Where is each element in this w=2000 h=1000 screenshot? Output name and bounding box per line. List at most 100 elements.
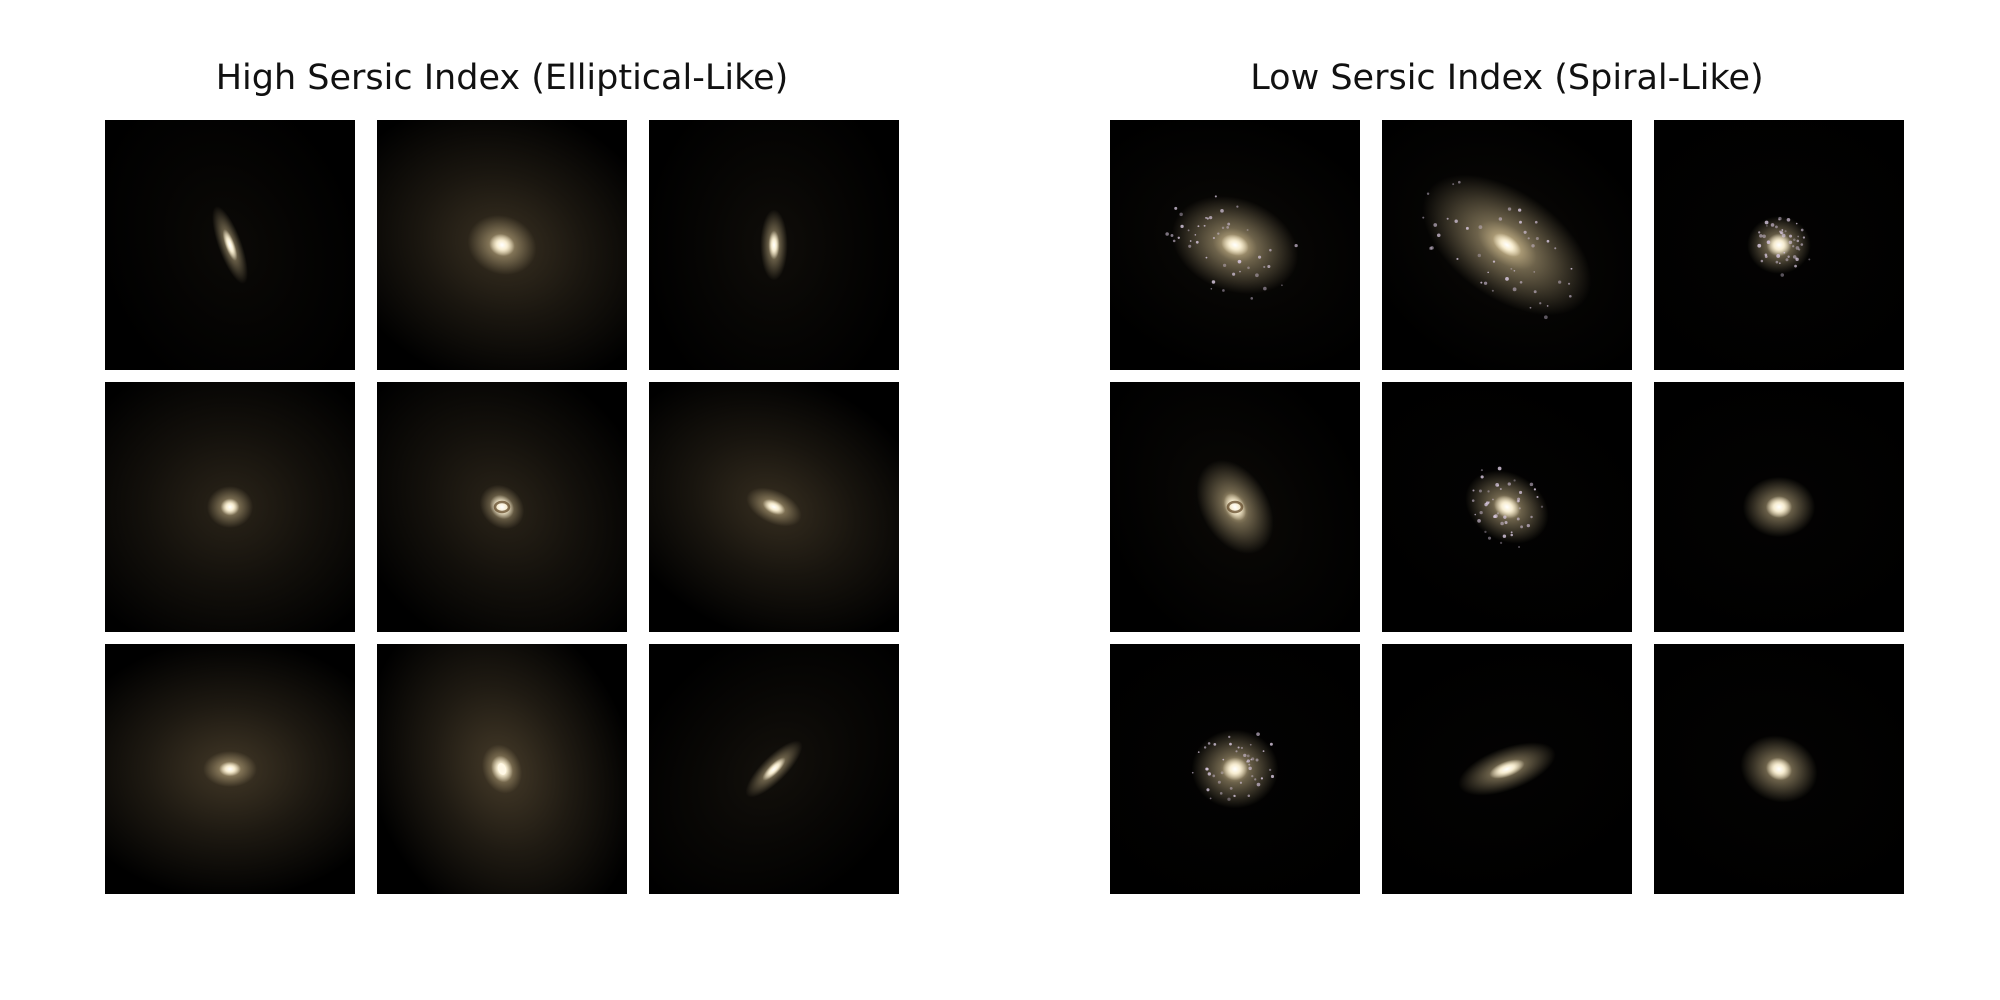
star-clump [1250, 758, 1253, 761]
star-clump [1808, 258, 1811, 261]
star-clump [1784, 230, 1787, 233]
star-clump [1536, 495, 1539, 499]
star-clump [1781, 233, 1786, 238]
elliptical-galaxy-image [649, 382, 899, 632]
star-clump [1203, 224, 1206, 227]
star-clump [1776, 254, 1781, 258]
star-clump [1217, 232, 1220, 235]
star-clump [1480, 281, 1483, 284]
star-clump [1800, 243, 1804, 246]
galaxy-core [1222, 757, 1248, 781]
star-clump [1227, 222, 1231, 226]
star-clump [1518, 546, 1520, 548]
star-clump [1433, 223, 1438, 227]
star-clump [1529, 482, 1534, 487]
star-clump [1203, 746, 1207, 749]
spiral-galaxy-image [1110, 644, 1360, 894]
star-clump [1221, 226, 1225, 230]
star-clump [1222, 289, 1225, 292]
star-clump [1236, 205, 1239, 208]
star-clump [1788, 240, 1793, 245]
galaxy-render [377, 644, 627, 894]
star-clump [1232, 272, 1236, 276]
star-clump [1246, 754, 1250, 758]
star-clump [1498, 217, 1503, 221]
galaxy-core [1494, 495, 1520, 519]
star-clump [1544, 315, 1548, 320]
galaxy-core [1766, 233, 1792, 257]
star-clump [1197, 751, 1200, 754]
spiral-galaxy-image [1382, 644, 1632, 894]
galaxy-render [377, 382, 627, 632]
star-clump [1526, 524, 1530, 528]
star-clump [1246, 229, 1249, 231]
star-clump [1474, 513, 1477, 516]
star-clump [1268, 768, 1272, 772]
spiral-galaxy-image [1110, 120, 1360, 370]
star-clump [1270, 774, 1275, 779]
star-clump [1497, 466, 1502, 471]
star-clump [1211, 280, 1216, 284]
star-clump [1458, 180, 1461, 184]
star-clump [1796, 239, 1800, 243]
star-clump [1233, 794, 1237, 798]
star-clump [1446, 217, 1449, 220]
star-clump [1477, 253, 1481, 258]
star-clump [1529, 306, 1532, 309]
star-clump [1780, 231, 1784, 235]
star-clump [1554, 247, 1557, 250]
star-clump [1237, 259, 1242, 264]
galaxy-ring [1226, 500, 1244, 514]
star-clump [1766, 240, 1771, 244]
elliptical-galaxy-image [377, 382, 627, 632]
star-clump [1794, 264, 1797, 268]
star-clump [1516, 517, 1520, 521]
star-clump [1787, 255, 1790, 258]
galaxy-render [1654, 644, 1904, 894]
galaxy-ring [493, 500, 511, 514]
star-clump [1546, 239, 1550, 243]
star-clump [1188, 244, 1192, 248]
galaxy-core [1492, 233, 1522, 257]
star-clump [1172, 239, 1176, 243]
star-clump [1762, 234, 1766, 239]
star-clump [1520, 525, 1523, 529]
galaxy-render [649, 382, 899, 632]
star-clump [1256, 782, 1261, 787]
elliptical-galaxy-image [105, 382, 355, 632]
galaxy-render [1654, 120, 1904, 370]
star-clump [1219, 792, 1223, 795]
star-clump [1209, 797, 1212, 800]
star-clump [1795, 257, 1799, 262]
star-clump [1533, 271, 1536, 273]
star-clump [1519, 280, 1523, 284]
star-clump [1436, 233, 1441, 238]
star-clump [1248, 766, 1252, 771]
star-clump [1426, 192, 1430, 195]
star-clump [1247, 266, 1250, 270]
star-clump [1484, 502, 1488, 507]
galaxy-render [1382, 644, 1632, 894]
star-clump [1495, 483, 1500, 487]
star-clump [1220, 209, 1224, 213]
star-clump [1239, 781, 1243, 784]
star-clump [1212, 236, 1216, 240]
star-clump [1487, 271, 1489, 274]
star-clump [1263, 265, 1266, 269]
star-clump [1456, 257, 1459, 261]
elliptical-galaxy-image [649, 644, 899, 894]
star-clump [1783, 251, 1786, 254]
galaxy-render [1110, 382, 1360, 632]
galaxy-render [1382, 120, 1632, 370]
galaxy-render [105, 382, 355, 632]
star-clump [1770, 223, 1775, 227]
star-clump [1206, 217, 1209, 220]
star-clump [1760, 259, 1764, 263]
galaxy-second-core [497, 763, 507, 775]
star-clump [1764, 220, 1769, 225]
star-clump [1214, 195, 1217, 198]
star-clump [1212, 774, 1216, 778]
star-clump [1194, 234, 1197, 236]
galaxy-core [218, 761, 242, 777]
galaxy-core [489, 494, 515, 520]
